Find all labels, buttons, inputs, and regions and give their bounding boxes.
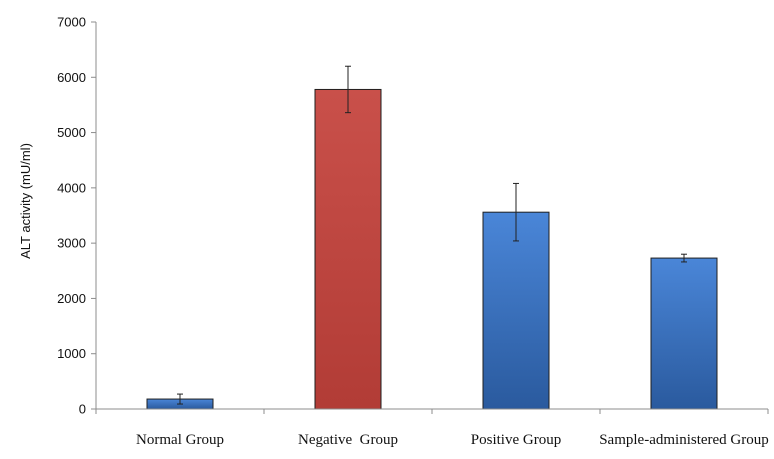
- x-axis: Normal Group Negative Group Positive Group…: [95, 408, 769, 448]
- x-tick-label: Normal Group: [136, 432, 224, 448]
- y-tick-label: 4000: [57, 180, 86, 195]
- y-tick-label: 1000: [57, 346, 86, 361]
- bar: [482, 211, 550, 410]
- bar: [314, 88, 382, 410]
- y-tick-label: 5000: [57, 125, 86, 140]
- x-tick-label: Positive Group: [471, 432, 561, 448]
- y-axis: 0 1000 2000 3000 4000 5000 6000 7000: [57, 15, 97, 417]
- y-tick-label: 2000: [57, 291, 86, 306]
- x-tick-label: Negative Group: [298, 432, 398, 448]
- bar: [650, 257, 718, 410]
- y-tick-label: 7000: [57, 15, 86, 30]
- y-tick-label: 0: [79, 402, 86, 417]
- y-tick-label: 6000: [57, 70, 86, 85]
- bars-group: [146, 65, 718, 410]
- y-axis-title: ALT activity (mU/ml): [18, 143, 33, 259]
- y-tick-label: 3000: [57, 236, 86, 251]
- x-tick-label: Sample-administered Group: [599, 432, 769, 448]
